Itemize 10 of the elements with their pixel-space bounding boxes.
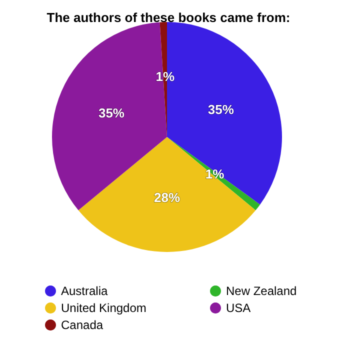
chart-title: The authors of these books came from: bbox=[46, 10, 290, 25]
data-label: 1% bbox=[205, 166, 225, 182]
data-label: 35% bbox=[208, 102, 234, 118]
data-label: 35% bbox=[98, 105, 125, 120]
legend-label: United Kingdom bbox=[61, 301, 146, 315]
legend-label: USA bbox=[226, 301, 251, 315]
legend-label: Canada bbox=[61, 318, 104, 332]
data-label: 28% bbox=[154, 190, 180, 205]
legend-label: Australia bbox=[61, 284, 108, 298]
legend-label: New Zealand bbox=[226, 284, 297, 298]
